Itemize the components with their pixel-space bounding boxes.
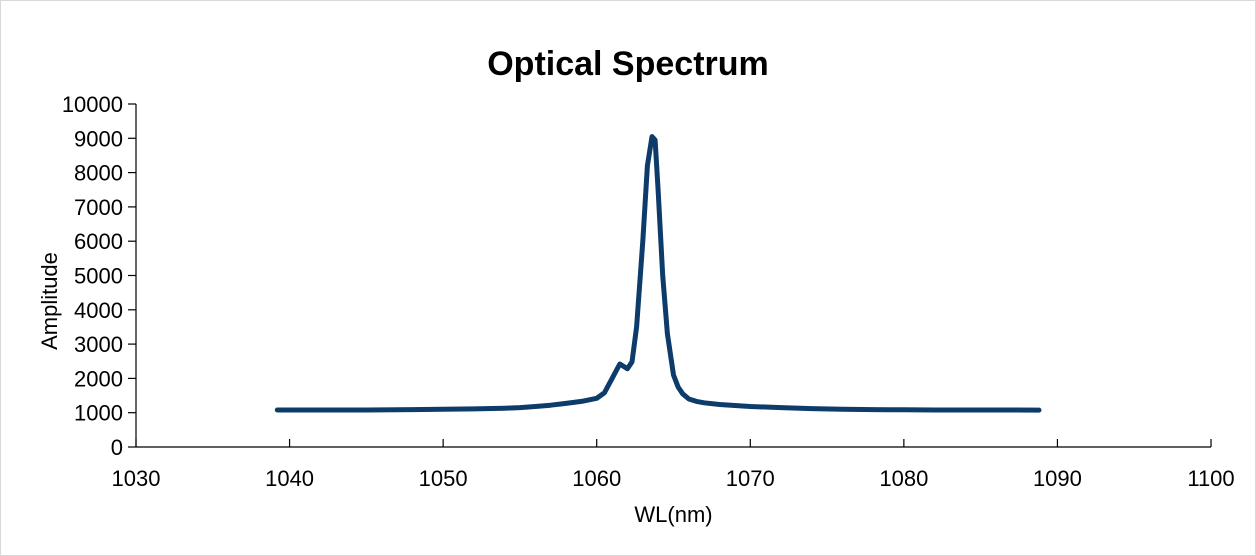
x-tick-label: 1060 [572,466,621,491]
spectrum-line [274,134,1042,413]
x-tick-label: 1040 [265,466,314,491]
x-tick-label: 1090 [1033,466,1082,491]
y-tick-label: 6000 [74,229,123,254]
x-tick-label: 1050 [419,466,468,491]
y-tick-label: 3000 [74,332,123,357]
y-tick-label: 1000 [74,401,123,426]
y-axis-title: Amplitude [37,252,62,350]
y-tick-label: 8000 [74,161,123,186]
x-tick-label: 1100 [1187,466,1234,491]
x-tick-label: 1030 [112,466,161,491]
y-tick-label: 7000 [74,195,123,220]
x-axis-title: WL(nm) [634,502,712,527]
y-tick-label: 4000 [74,298,123,323]
y-tick-label: 0 [111,435,123,460]
x-tick-label: 1080 [879,466,928,491]
y-tick-label: 10000 [62,92,123,117]
x-tick-label: 1070 [726,466,775,491]
chart-title: Optical Spectrum [487,45,769,83]
y-tick-label: 5000 [74,264,123,289]
y-tick-label: 2000 [74,366,123,391]
y-tick-label: 9000 [74,126,123,151]
